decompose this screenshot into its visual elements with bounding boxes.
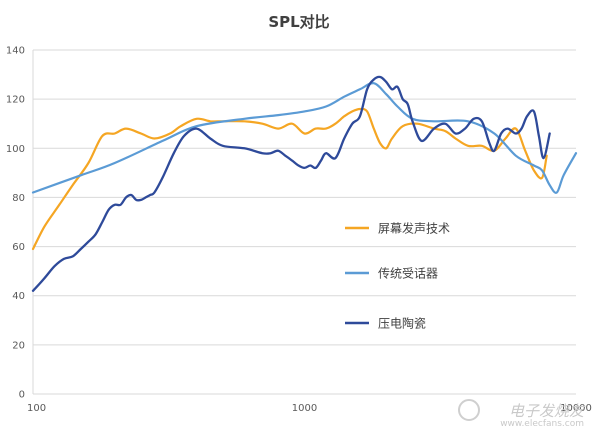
gridlines [32,49,576,395]
y-tick-label: 20 [12,340,25,351]
y-axis-tick-labels: 0 20 40 60 80 100 120 140 [6,46,25,401]
legend-label-2: 压电陶瓷 [378,316,426,331]
series-line-2 [31,75,551,292]
y-tick-label: 140 [6,46,25,57]
x-tick-label: 100 [27,403,46,414]
x-axis-tick-labels: 100 1000 10000 [27,403,592,414]
y-tick-label: 100 [6,144,25,155]
watermark-url: www.elecfans.com [500,419,584,429]
watermark-text: 电子发烧友 [508,402,584,420]
y-tick-label: 60 [12,242,25,253]
y-tick-label: 40 [12,291,25,302]
chart-title: SPL对比 [268,13,329,31]
series-line-1 [31,82,578,194]
y-tick-label: 80 [12,193,25,204]
watermark-logo-icon [458,399,480,421]
y-tick-label: 0 [19,390,25,401]
legend-label-0: 屏幕发声技术 [378,221,450,236]
series-lines [31,75,578,292]
x-tick-label: 1000 [292,403,317,414]
legend-label-1: 传统受话器 [378,266,438,281]
series-line-0 [31,107,548,251]
y-tick-label: 120 [6,95,25,106]
x-tick-label: 10000 [560,403,592,414]
